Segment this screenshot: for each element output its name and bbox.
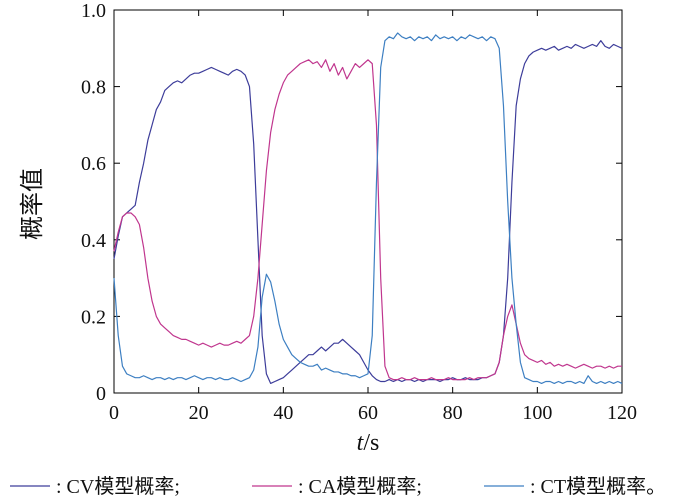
- y-tick-label: 0.8: [81, 77, 106, 99]
- y-tick-label: 0.4: [81, 230, 106, 252]
- series-line-ct: [113, 32, 623, 385]
- y-axis: 0 0.2 0.4 0.6 0.8 1.0: [81, 0, 622, 405]
- legend-label-ct: : CT模型概率。: [530, 475, 666, 498]
- y-tick-label: 0.6: [81, 153, 106, 175]
- x-axis-label: t/s: [357, 430, 380, 456]
- y-axis-label: 概率值: [19, 168, 46, 240]
- legend-item-cv: : CV模型概率;: [10, 475, 180, 498]
- legend-label-cv: : CV模型概率;: [56, 475, 180, 498]
- x-axis-label-unit: s: [370, 430, 379, 456]
- y-tick-label: 0.2: [81, 306, 106, 328]
- x-tick-label: 120: [607, 402, 637, 424]
- legend: : CV模型概率; : CA模型概率; : CT模型概率。: [10, 475, 666, 498]
- x-tick-label: 40: [273, 402, 293, 424]
- series-line-ca: [113, 59, 622, 381]
- x-tick-label: 20: [189, 402, 209, 424]
- legend-item-ca: : CA模型概率;: [252, 475, 422, 498]
- x-tick-label: 60: [358, 402, 378, 424]
- x-tick-label: 0: [109, 402, 119, 424]
- x-tick-label: 80: [443, 402, 463, 424]
- legend-item-ct: : CT模型概率。: [484, 475, 666, 498]
- x-axis-label-separator: /: [363, 430, 370, 456]
- legend-label-ca: : CA模型概率;: [298, 475, 422, 498]
- plot-area-frame: [113, 9, 623, 394]
- series-line-cv: [113, 40, 623, 385]
- x-axis-label-variable: t: [357, 430, 365, 456]
- series-lines: [113, 32, 623, 385]
- x-tick-label: 100: [522, 402, 552, 424]
- x-axis: 0 20 40 60 80 100 120: [109, 10, 637, 424]
- y-tick-label: 1.0: [81, 0, 106, 22]
- y-tick-label: 0: [96, 383, 106, 405]
